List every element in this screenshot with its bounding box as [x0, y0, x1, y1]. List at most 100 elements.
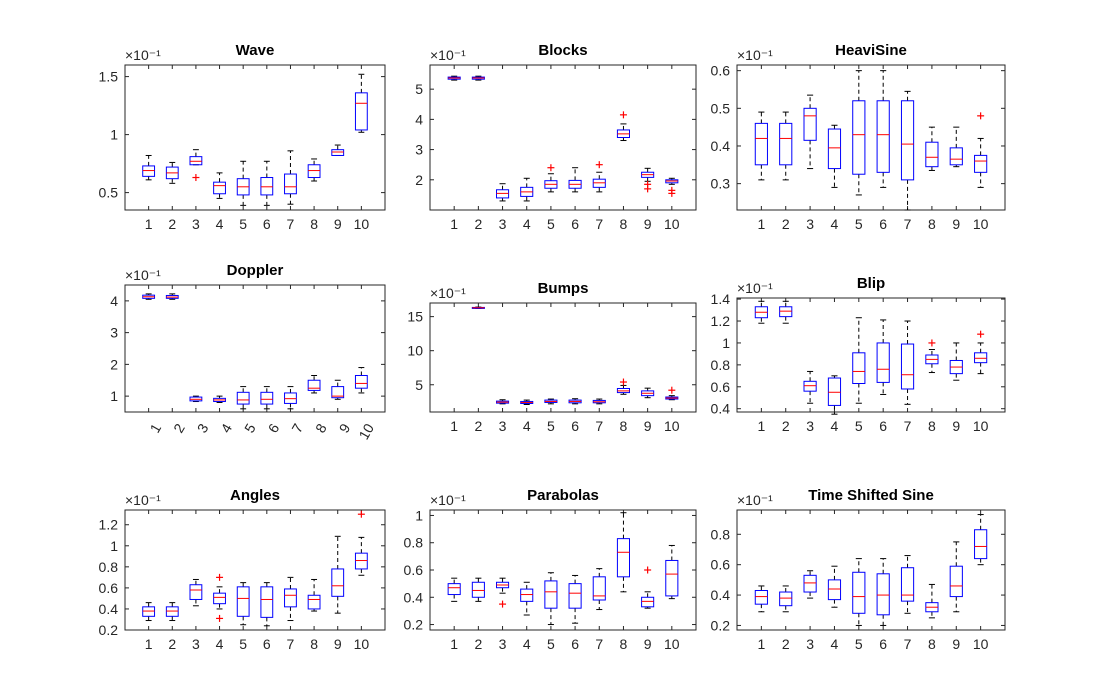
subplot-parabolas: Parabolas×10⁻¹0.20.40.60.811 2 3 4 5 6 7 8 9 10 — [404, 487, 697, 652]
box-2 — [779, 300, 793, 324]
y-tick-label: 10 — [407, 343, 423, 359]
x-tick-label: 1 — [450, 216, 458, 232]
iqr-box — [142, 165, 156, 177]
iqr-box — [447, 583, 461, 596]
outlier-marker — [644, 566, 652, 574]
subplot-time-shifted-sine: Time Shifted Sine ×10⁻¹ 0.2 0.4 0.6 0.8 1 2 3 4 5 6… — [711, 487, 1006, 652]
y-tick-label: 0.4 — [711, 587, 731, 603]
outlier-marker — [977, 112, 985, 120]
iqr-box — [852, 100, 866, 175]
x-tick-label: 1 — [450, 636, 458, 652]
x-tick-label: 7 — [904, 216, 912, 232]
x-tick-label: 4 — [523, 636, 531, 652]
x-tick-label: 10 — [354, 216, 370, 232]
box-4 — [213, 573, 226, 622]
axes-frame — [429, 509, 697, 631]
y-tick-label: 0.4 — [99, 601, 119, 617]
y-tick-label: 4 — [415, 111, 423, 127]
x-tick-label: 1 — [145, 636, 153, 652]
y-tick-label: 0.2 — [99, 622, 119, 638]
iqr-box — [307, 164, 321, 179]
box-9 — [641, 387, 655, 399]
box-10 — [354, 367, 368, 394]
y-tick-label: 5 — [415, 377, 423, 393]
x-tick-label: 3 — [499, 636, 507, 652]
box-9 — [949, 126, 963, 168]
x-tick-label: 7 — [595, 216, 603, 232]
box-7 — [284, 150, 297, 205]
iqr-box — [331, 386, 345, 399]
box-2 — [165, 161, 179, 184]
x-tick-label: 9 — [952, 418, 960, 434]
box-3 — [496, 183, 510, 202]
chart-title: Wave — [236, 42, 275, 59]
box-10 — [665, 177, 679, 197]
x-tick-label: 2 — [474, 418, 482, 434]
x-tick-label: 6 — [879, 636, 887, 652]
x-tick-label: 5 — [855, 216, 863, 232]
subplot-blip: Blip×10⁻¹0.40.60.811.21.41 2 3 4 5 6 7 8 9 10 — [711, 275, 1006, 434]
iqr-box — [900, 567, 915, 602]
x-tick-label: 1 — [145, 216, 153, 232]
box-9 — [331, 379, 345, 400]
outlier-marker — [668, 386, 676, 394]
box-6 — [568, 398, 582, 405]
box-3 — [803, 570, 817, 599]
axes-frame — [736, 297, 1006, 413]
x-tick-label: 9 — [644, 636, 652, 652]
y-tick-label: 0.8 — [404, 535, 424, 551]
box-2 — [471, 75, 485, 81]
y-tick-label: 1 — [110, 538, 118, 554]
iqr-box — [900, 100, 915, 181]
x-tick-label: 8 — [312, 421, 330, 436]
box-9 — [949, 342, 963, 381]
x-tick-label: 10 — [973, 216, 989, 232]
box-3 — [803, 370, 817, 404]
iqr-box — [779, 306, 793, 318]
y-tick-label: 3 — [415, 142, 423, 158]
box-10 — [974, 330, 988, 375]
box-10 — [974, 514, 988, 566]
axes-frame — [124, 64, 386, 211]
iqr-box — [779, 591, 793, 607]
y-tick-label: 0.5 — [99, 185, 119, 201]
y-tick-label: 1 — [415, 507, 423, 523]
x-tick-label: 4 — [523, 418, 531, 434]
x-tick-label: 6 — [571, 418, 579, 434]
box-9 — [331, 144, 345, 156]
y-tick-label: 0.8 — [711, 526, 731, 542]
y-tick-label: 0.6 — [711, 63, 731, 79]
outlier-marker — [499, 600, 507, 608]
axis-exponent: ×10⁻¹ — [430, 492, 466, 508]
box-8 — [616, 111, 631, 142]
box-7 — [592, 568, 606, 611]
x-tick-label: 7 — [287, 216, 295, 232]
y-tick-label: 1 — [110, 127, 118, 143]
x-tick-label: 2 — [782, 216, 790, 232]
box-1 — [754, 111, 768, 181]
x-tick-label: 5 — [547, 418, 555, 434]
box-5 — [236, 582, 250, 626]
y-tick-label: 5 — [415, 81, 423, 97]
x-tick-label: 4 — [217, 421, 235, 436]
y-tick-label: 1.2 — [711, 313, 731, 329]
chart-title: Blocks — [538, 42, 587, 59]
box-7 — [900, 555, 915, 614]
iqr-box — [827, 128, 842, 170]
iqr-box — [641, 596, 655, 608]
outlier-marker — [928, 339, 936, 347]
box-5 — [852, 317, 866, 404]
y-tick-label: 1.5 — [99, 69, 119, 85]
box-4 — [520, 399, 534, 406]
x-tick-label: 9 — [334, 636, 342, 652]
y-tick-label: 15 — [407, 309, 423, 325]
iqr-box — [974, 352, 988, 364]
box-3 — [496, 399, 510, 405]
outlier-marker — [619, 378, 627, 386]
x-tick-label: 10 — [664, 636, 680, 652]
iqr-box — [236, 391, 250, 405]
outlier-marker — [547, 164, 555, 172]
axes-frame — [736, 64, 1006, 211]
x-tick-label: 9 — [644, 216, 652, 232]
